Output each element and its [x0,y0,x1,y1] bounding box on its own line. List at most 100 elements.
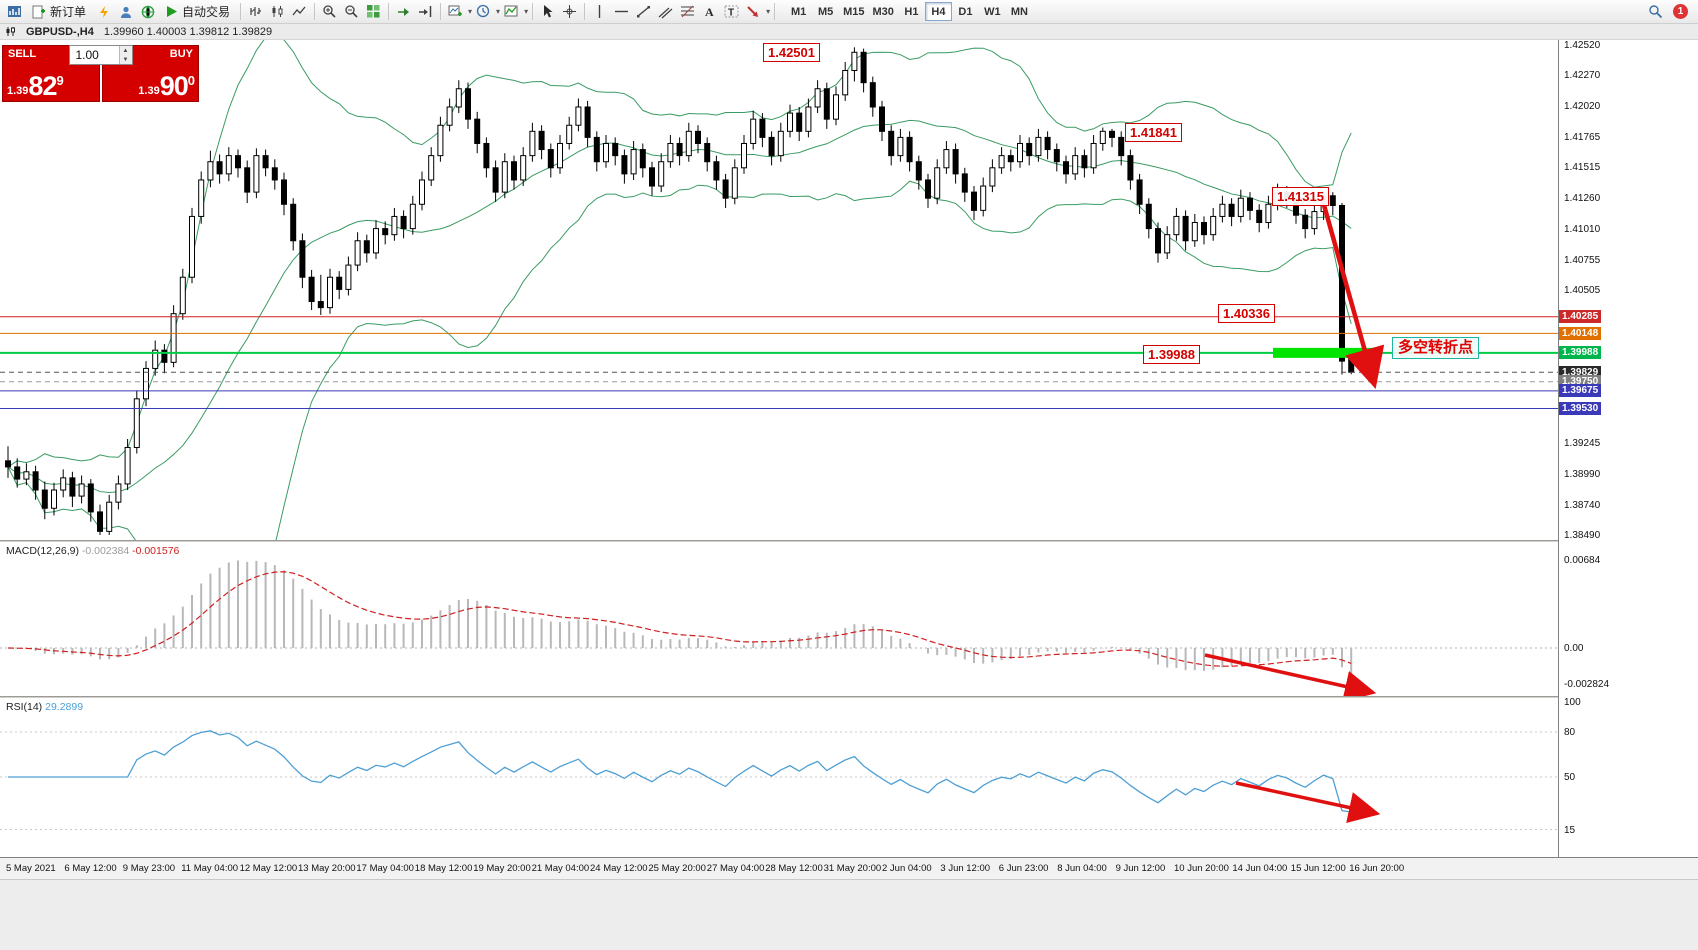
svg-text:A: A [705,5,714,19]
timeframe-group: M1 M5 M15 M30 H1 H4 D1 W1 MN [785,2,1033,21]
note-annotation[interactable]: 多空转折点 [1392,337,1480,359]
auto-scroll-icon[interactable] [393,2,414,22]
window-bottom-area [0,879,1698,950]
time-axis-label: 28 May 12:00 [765,863,823,874]
indicators-caret-icon[interactable]: ▾ [524,7,529,16]
tf-button-m30[interactable]: M30 [872,5,894,18]
crosshair-icon[interactable] [559,2,580,22]
rsi-name: RSI(14) [6,701,43,713]
text-icon[interactable]: A [699,2,720,22]
search-icon[interactable] [1645,2,1666,22]
time-axis-label: 13 May 20:00 [298,863,356,874]
pane-splitter[interactable] [0,696,1698,699]
rsi-scale-tick: 100 [1564,697,1581,708]
price-scale-axis[interactable]: 1.42520 1.42270 1.42020 1.41765 1.41515 1.412… [1558,40,1698,879]
zoom-in-icon[interactable] [319,2,340,22]
zoom-out-icon[interactable] [341,2,362,22]
rsi-scale-tick: 80 [1564,727,1576,738]
price-annotation[interactable]: 1.41315 [1272,187,1329,206]
macd-scale-tick: -0.002824 [1564,679,1610,691]
terminal-icon[interactable] [4,2,25,22]
price-annotation[interactable]: 1.42501 [763,43,820,62]
main-toolbar: 新订单 自动交易 ▾ ▾ ▾ [0,0,1698,24]
arrows-tool-caret-icon[interactable]: ▾ [766,7,771,16]
tf-button-h4[interactable]: H4 [924,2,952,21]
label-icon[interactable]: T [721,2,742,22]
macd-canvas[interactable] [0,543,1558,696]
price-scale-tick: 1.41515 [1564,162,1601,174]
tf-button-w1[interactable]: W1 [984,5,1001,18]
sell-price-base: 1.39 [7,85,29,97]
svg-text:T: T [728,8,734,19]
new-order-button[interactable]: 新订单 [26,2,92,22]
rsi-pane[interactable]: RSI(14) 29.2899 [0,699,1558,857]
volume-input[interactable]: 1.00 ▲ ▼ [68,45,133,65]
cursor-icon[interactable] [537,2,558,22]
new-order-label: 新订单 [50,5,87,19]
time-axis-label: 14 Jun 04:00 [1232,863,1288,874]
price-chart-pane[interactable]: 1.42501 1.41841 1.41315 1.40336 1.39988 多空转折点 [0,40,1558,540]
tf-button-m1[interactable]: M1 [790,5,807,18]
price-annotation[interactable]: 1.40336 [1218,304,1275,323]
sell-button[interactable]: SELL 1.39 82 9 [2,45,100,102]
volume-down-icon[interactable]: ▼ [119,55,132,64]
price-scale-tick: 1.41765 [1564,131,1601,143]
line-chart-icon[interactable] [289,2,310,22]
trendline-icon[interactable] [633,2,654,22]
tf-button-m5[interactable]: M5 [817,5,834,18]
macd-scale-tick: 0.00 [1564,643,1584,654]
profiles-caret-icon[interactable]: ▾ [496,7,501,16]
time-axis-label: 18 May 12:00 [414,863,473,874]
time-axis[interactable]: 5 May 2021 6 May 12:00 9 May 23:00 11 May 0… [0,857,1698,879]
time-axis-label: 8 Jun 04:00 [1057,863,1107,874]
rsi-canvas[interactable] [0,699,1558,857]
time-axis-label: 10 Jun 20:00 [1174,863,1229,874]
price-annotation[interactable]: 1.39988 [1143,345,1200,364]
time-axis-label: 12 May 12:00 [239,863,298,874]
arrows-tool-icon[interactable] [743,2,764,22]
chart-shift-icon[interactable] [415,2,436,22]
fibonacci-icon[interactable] [677,2,698,22]
new-chart-caret-icon[interactable]: ▾ [468,7,473,16]
price-scale-tick: 1.42020 [1564,100,1601,112]
time-axis-label: 3 Jun 12:00 [940,863,991,874]
horizontal-line-icon[interactable] [611,2,632,22]
pane-splitter[interactable] [0,540,1698,543]
bar-chart-icon[interactable] [245,2,266,22]
tf-button-h1[interactable]: H1 [904,5,919,18]
macd-value-2: -0.001576 [132,545,180,557]
support-zone-highlight[interactable] [1273,347,1379,358]
buy-price: 1.39 90 0 [138,73,195,100]
toolbar-separator [240,3,242,20]
profiles-icon[interactable] [473,2,494,22]
tile-windows-icon[interactable] [363,2,384,22]
macd-pane[interactable]: MACD(12,26,9) -0.002384 -0.001576 [0,543,1558,696]
buy-price-base: 1.39 [138,85,160,97]
price-tag: 1.40148 [1559,326,1602,340]
chart-window-titlebar[interactable]: GBPUSD-,H4 1.39960 1.40003 1.39812 1.398… [0,24,1698,40]
volume-up-icon[interactable]: ▲ [119,46,132,55]
candlestick-chart-icon[interactable] [267,2,288,22]
tf-button-d1[interactable]: D1 [958,5,973,18]
signals-icon[interactable] [93,2,114,22]
time-axis-label: 9 May 23:00 [122,863,176,874]
price-annotation[interactable]: 1.41841 [1125,123,1182,142]
buy-price-big: 90 [159,71,189,101]
price-chart-canvas[interactable] [0,40,1558,540]
notification-badge[interactable]: 1 [1673,4,1688,19]
tf-button-m15[interactable]: M15 [843,5,865,18]
vertical-line-icon[interactable] [589,2,610,22]
profile-icon[interactable] [115,2,136,22]
sell-price: 1.39 82 9 [7,73,64,100]
chart-title: GBPUSD-,H4 [26,25,94,38]
bollinger-band [7,180,1352,540]
channel-icon[interactable] [655,2,676,22]
new-chart-icon[interactable] [445,2,466,22]
volume-value: 1.00 [75,48,99,62]
indicators-icon[interactable] [501,2,522,22]
time-axis-label: 25 May 20:00 [648,863,706,874]
community-icon[interactable] [137,2,158,22]
autotrade-label: 自动交易 [182,5,231,19]
autotrade-button[interactable]: 自动交易 [159,2,236,22]
tf-button-mn[interactable]: MN [1010,5,1028,18]
